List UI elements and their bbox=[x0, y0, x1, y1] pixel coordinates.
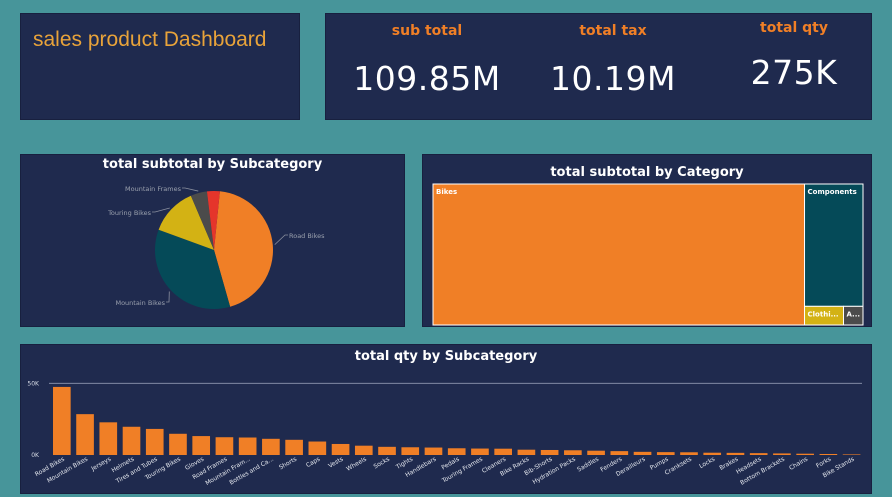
pie-leader-line-road-bikes bbox=[274, 234, 288, 245]
bar-shorts bbox=[285, 439, 303, 455]
x-tick-locks: Locks bbox=[698, 456, 716, 470]
pie-chart[interactable]: Road Bikes Mountain Bikes Touring Bikes Mou… bbox=[21, 155, 406, 328]
treemap-label-components: Components bbox=[808, 188, 857, 196]
pie-leader-line-mountain-frames bbox=[182, 187, 199, 192]
bar-caps bbox=[308, 441, 327, 455]
bar-mountain-fram bbox=[238, 437, 257, 455]
bar-headsets bbox=[749, 453, 768, 455]
y-tick-0k: 0K bbox=[31, 452, 40, 459]
bar-vests bbox=[331, 443, 350, 455]
x-tick-jerseys: Jerseys bbox=[89, 456, 112, 473]
treemap-title: total subtotal by Category bbox=[550, 165, 744, 180]
kpi-sub-total-label: sub total bbox=[391, 23, 463, 39]
bar-touring-frames bbox=[471, 448, 489, 455]
bar-pumps bbox=[656, 452, 675, 455]
bar-chart-title: total qty by Subcategory bbox=[354, 349, 538, 364]
bar-chains bbox=[796, 453, 814, 455]
x-tick-caps: Caps bbox=[305, 456, 321, 469]
bar-bib-shorts bbox=[540, 449, 559, 455]
x-tick-mountain-bikes: Mountain Bikes bbox=[46, 456, 89, 485]
pie-label-road-bikes: Road Bikes bbox=[289, 232, 325, 240]
bar-road-bikes bbox=[53, 386, 71, 455]
pie-slice-mountain-frames bbox=[190, 191, 214, 250]
kpi-card: sub total 109.85M total tax 10.19M total… bbox=[325, 13, 872, 120]
bar-fenders bbox=[610, 451, 629, 455]
bar-bike-stands bbox=[842, 454, 861, 455]
bar-cleaners bbox=[494, 448, 512, 455]
bar-wheels bbox=[354, 445, 373, 455]
bar-bottles-and-ca bbox=[262, 438, 280, 455]
treemap-label-bikes: Bikes bbox=[436, 188, 457, 196]
bar-touring-bikes bbox=[169, 433, 187, 455]
pie-label-mountain-frames: Mountain Frames bbox=[125, 185, 182, 193]
bar-mountain-bikes bbox=[76, 414, 94, 455]
bar-helmets bbox=[122, 426, 141, 455]
title-card: sales product Dashboard bbox=[20, 13, 300, 120]
bar-forks bbox=[819, 453, 838, 455]
bar-pedals bbox=[447, 448, 466, 455]
bar-tights bbox=[401, 447, 420, 455]
treemap-tile-components bbox=[804, 183, 864, 307]
bar-jerseys bbox=[99, 422, 118, 455]
treemap-card: total subtotal by Category Bikes Componen… bbox=[422, 154, 872, 327]
pie-chart-card: total subtotal by Subcategory Road Bikes… bbox=[20, 154, 405, 327]
bar-handlebars bbox=[424, 447, 443, 455]
kpi-sub-total-value: 109.85M bbox=[353, 59, 501, 98]
pie-label-touring-bikes: Touring Bikes bbox=[107, 209, 152, 217]
kpi-total-qty-label: total qty bbox=[760, 20, 828, 36]
y-tick-50k: 50K bbox=[27, 380, 40, 387]
pie-slice-other-4 bbox=[206, 191, 220, 250]
bar-bottom-brackets bbox=[773, 453, 791, 455]
dashboard-title: sales product Dashboard bbox=[33, 28, 267, 51]
pie-slice-touring-bikes bbox=[158, 195, 214, 250]
bar-locks bbox=[703, 452, 722, 455]
x-tick-saddles: Saddles bbox=[576, 456, 600, 474]
kpi-sub-total: sub total 109.85M bbox=[352, 14, 502, 98]
bar-socks bbox=[378, 446, 396, 455]
pie-slice-road-bikes bbox=[214, 191, 273, 307]
treemap-chart[interactable]: Bikes Components Clothi... A... bbox=[423, 155, 873, 328]
bar-cranksets bbox=[680, 452, 698, 455]
bar-saddles bbox=[587, 450, 605, 455]
pie-chart-title: total subtotal by Subcategory bbox=[102, 157, 323, 172]
pie-leader-line-mountain-bikes bbox=[166, 291, 170, 303]
x-tick-touring-frames: Touring Frames bbox=[440, 456, 484, 485]
x-tick-socks: Socks bbox=[372, 456, 391, 471]
bar-chart-card: total qty by Subcategory 0K 50K Road Bikes… bbox=[20, 344, 872, 494]
treemap-label-clothi: Clothi... bbox=[808, 310, 839, 318]
x-tick-shorts: Shorts bbox=[278, 456, 298, 472]
bar-derailleurs bbox=[633, 451, 652, 455]
kpi-total-tax-label: total tax bbox=[579, 23, 647, 39]
kpi-total-qty: total qty 275K bbox=[719, 14, 869, 92]
pie-leader-line-touring-bikes bbox=[152, 207, 170, 213]
x-tick-hydration-packs: Hydration Packs bbox=[531, 456, 576, 486]
bar-brakes bbox=[726, 452, 745, 455]
bar-hydration-packs bbox=[564, 450, 582, 455]
treemap-tile-bikes bbox=[432, 183, 806, 326]
x-tick-vests: Vests bbox=[327, 456, 344, 470]
pie-label-mountain-bikes: Mountain Bikes bbox=[115, 299, 165, 307]
treemap-label-a: A... bbox=[847, 310, 861, 318]
pie-slice-mountain-bikes bbox=[154, 229, 231, 309]
bar-tires-and-tubes bbox=[145, 428, 164, 455]
bar-road-frames bbox=[215, 437, 234, 455]
kpi-total-tax: total tax 10.19M bbox=[538, 14, 688, 98]
treemap-tile-a bbox=[843, 305, 864, 326]
kpi-total-tax-value: 10.19M bbox=[550, 59, 676, 98]
kpi-total-qty-value: 275K bbox=[750, 53, 838, 92]
bar-bike-racks bbox=[517, 449, 536, 455]
x-tick-chains: Chains bbox=[788, 456, 809, 472]
x-tick-wheels: Wheels bbox=[345, 456, 367, 473]
bar-gloves bbox=[192, 436, 211, 455]
